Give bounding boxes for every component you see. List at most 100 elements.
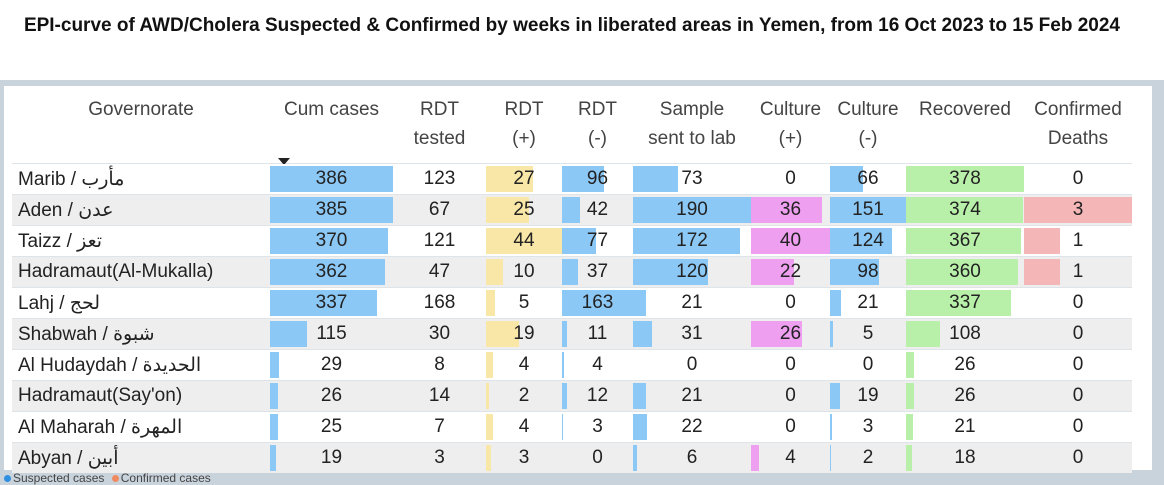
cell-value: 163	[581, 292, 614, 313]
cell-deaths: 1	[1024, 225, 1132, 257]
cell-rdt-neg: 12	[562, 380, 633, 412]
value-bar	[751, 259, 795, 285]
table-row[interactable]: Abyan / أبين 19 3 3 0 6 4 2 18 0	[12, 442, 1132, 473]
cell-cum-cases: 25	[270, 411, 393, 443]
cell-rdt-tested: 121	[393, 225, 486, 257]
column-header-rdt-pos[interactable]: RDT (+)	[486, 95, 562, 164]
cell-value: 26	[779, 323, 802, 344]
value-bar	[486, 166, 533, 192]
cell-value: 30	[428, 323, 451, 344]
cell-value: 370	[315, 230, 348, 251]
value-bar	[562, 321, 567, 347]
cell-culture-neg: 0	[830, 349, 906, 381]
cell-value: 29	[320, 354, 343, 375]
cell-culture-neg: 5	[830, 318, 906, 350]
cell-value: 108	[949, 323, 981, 344]
title-area: EPI-curve of AWD/Cholera Suspected & Con…	[0, 0, 1164, 80]
cell-recovered: 18	[906, 442, 1024, 473]
column-header-line: Recovered	[919, 99, 1011, 120]
table-row[interactable]: Marib / مأرب 386 123 27 96 73 0 66 378 0	[12, 163, 1132, 195]
cell-value: 124	[852, 230, 884, 251]
cell-deaths: 0	[1024, 287, 1132, 319]
cell-value: 3	[434, 447, 445, 468]
cell-culture-pos: 0	[751, 287, 830, 319]
cell-value: 362	[315, 261, 348, 282]
cell-value: 4	[518, 354, 530, 375]
value-bar	[270, 414, 278, 440]
table-row[interactable]: Hadramaut(Al-Mukalla) 362 47 10 37 120 22 98 360…	[12, 256, 1132, 288]
header-row: Governorate Cum cases RDT tested RDT (+) RDT (-…	[12, 95, 1132, 165]
table-row[interactable]: Al Maharah / المهرة 25 7 4 3 22 0 3 21 0	[12, 411, 1132, 443]
value-bar	[270, 228, 388, 254]
cell-value: 21	[954, 416, 976, 437]
cell-sample: 73	[633, 163, 751, 195]
governorate-name: Abyan / أبين	[12, 442, 270, 473]
cell-sample: 120	[633, 256, 751, 288]
cell-rdt-pos: 4	[486, 411, 562, 443]
value-bar	[906, 414, 913, 440]
column-header-rdt-tested[interactable]: RDT tested	[393, 95, 486, 164]
suspected-legend-marker	[4, 475, 11, 482]
cell-sample: 22	[633, 411, 751, 443]
column-header-recovered[interactable]: Recovered	[906, 95, 1024, 164]
column-header-gov[interactable]: Governorate	[12, 95, 270, 164]
cell-value: 5	[862, 323, 874, 344]
column-header-line: (+)	[778, 128, 803, 149]
chart-title: EPI-curve of AWD/Cholera Suspected & Con…	[23, 15, 1120, 36]
cell-cum-cases: 29	[270, 349, 393, 381]
table-row[interactable]: Taizz / تعز 370 121 44 77 172 40 124 367 1	[12, 225, 1132, 257]
cell-sample: 31	[633, 318, 751, 350]
column-header-rdt-neg[interactable]: RDT (-)	[562, 95, 633, 164]
table-row[interactable]: Hadramaut(Say'on) 26 14 2 12 21 0 19 26 0	[12, 380, 1132, 412]
cell-value: 0	[785, 354, 796, 375]
column-header-line: RDT	[504, 99, 544, 120]
table-row[interactable]: Al Hudaydah / الحديدة 29 8 4 4 0 0 0 26 0	[12, 349, 1132, 381]
cell-value: 66	[857, 168, 879, 189]
value-bar	[906, 383, 915, 409]
table-row[interactable]: Shabwah / شبوة 115 30 19 11 31 26 5 108 0	[12, 318, 1132, 350]
column-header-line: sent to lab	[648, 128, 736, 149]
value-bar	[562, 414, 564, 440]
cell-value: 6	[686, 447, 698, 468]
table-row[interactable]: Lahj / لحج 337 168 5 163 21 0 21 337 0	[12, 287, 1132, 319]
sort-descending-icon[interactable]	[278, 158, 290, 165]
cell-value: 21	[681, 385, 703, 406]
value-bar	[486, 321, 519, 347]
value-bar	[830, 259, 880, 285]
cell-cum-cases: 19	[270, 442, 393, 473]
column-header-culture-neg[interactable]: Culture (-)	[830, 95, 906, 164]
cell-culture-pos: 4	[751, 442, 830, 473]
table-row[interactable]: Aden / عدن 385 67 25 42 190 36 151 374 3	[12, 194, 1132, 226]
cell-value: 378	[949, 168, 981, 189]
cell-value: 4	[518, 416, 530, 437]
column-header-cum-cases[interactable]: Cum cases	[270, 95, 393, 165]
cell-value: 2	[862, 447, 874, 468]
cell-value: 0	[785, 385, 796, 406]
cell-sample: 21	[633, 287, 751, 319]
value-bar	[486, 383, 490, 409]
column-header-sample[interactable]: Sample sent to lab	[633, 95, 751, 164]
cell-value: 14	[428, 385, 451, 406]
value-bar	[1024, 228, 1060, 254]
cell-value: 44	[513, 230, 535, 251]
cell-value: 121	[423, 230, 456, 251]
cell-value: 337	[949, 292, 981, 313]
governorate-name: Aden / عدن	[12, 194, 270, 226]
value-bar	[486, 197, 530, 223]
cell-value: 123	[423, 168, 456, 189]
value-bar	[1024, 259, 1060, 285]
value-bar	[751, 228, 830, 254]
value-bar	[562, 259, 579, 285]
cell-deaths: 0	[1024, 318, 1132, 350]
cell-rdt-neg: 3	[562, 411, 633, 443]
column-header-line: (+)	[512, 128, 536, 149]
cell-value: 26	[954, 354, 976, 375]
column-header-culture-pos[interactable]: Culture (+)	[751, 95, 830, 164]
value-bar	[633, 259, 708, 285]
column-header-deaths[interactable]: Confirmed Deaths	[1024, 95, 1132, 164]
value-bar	[633, 445, 637, 471]
governorate-name: Hadramaut(Al-Mukalla)	[12, 256, 270, 288]
value-bar	[751, 445, 759, 471]
cell-rdt-pos: 3	[486, 442, 562, 473]
column-header-line: Culture	[759, 99, 822, 120]
